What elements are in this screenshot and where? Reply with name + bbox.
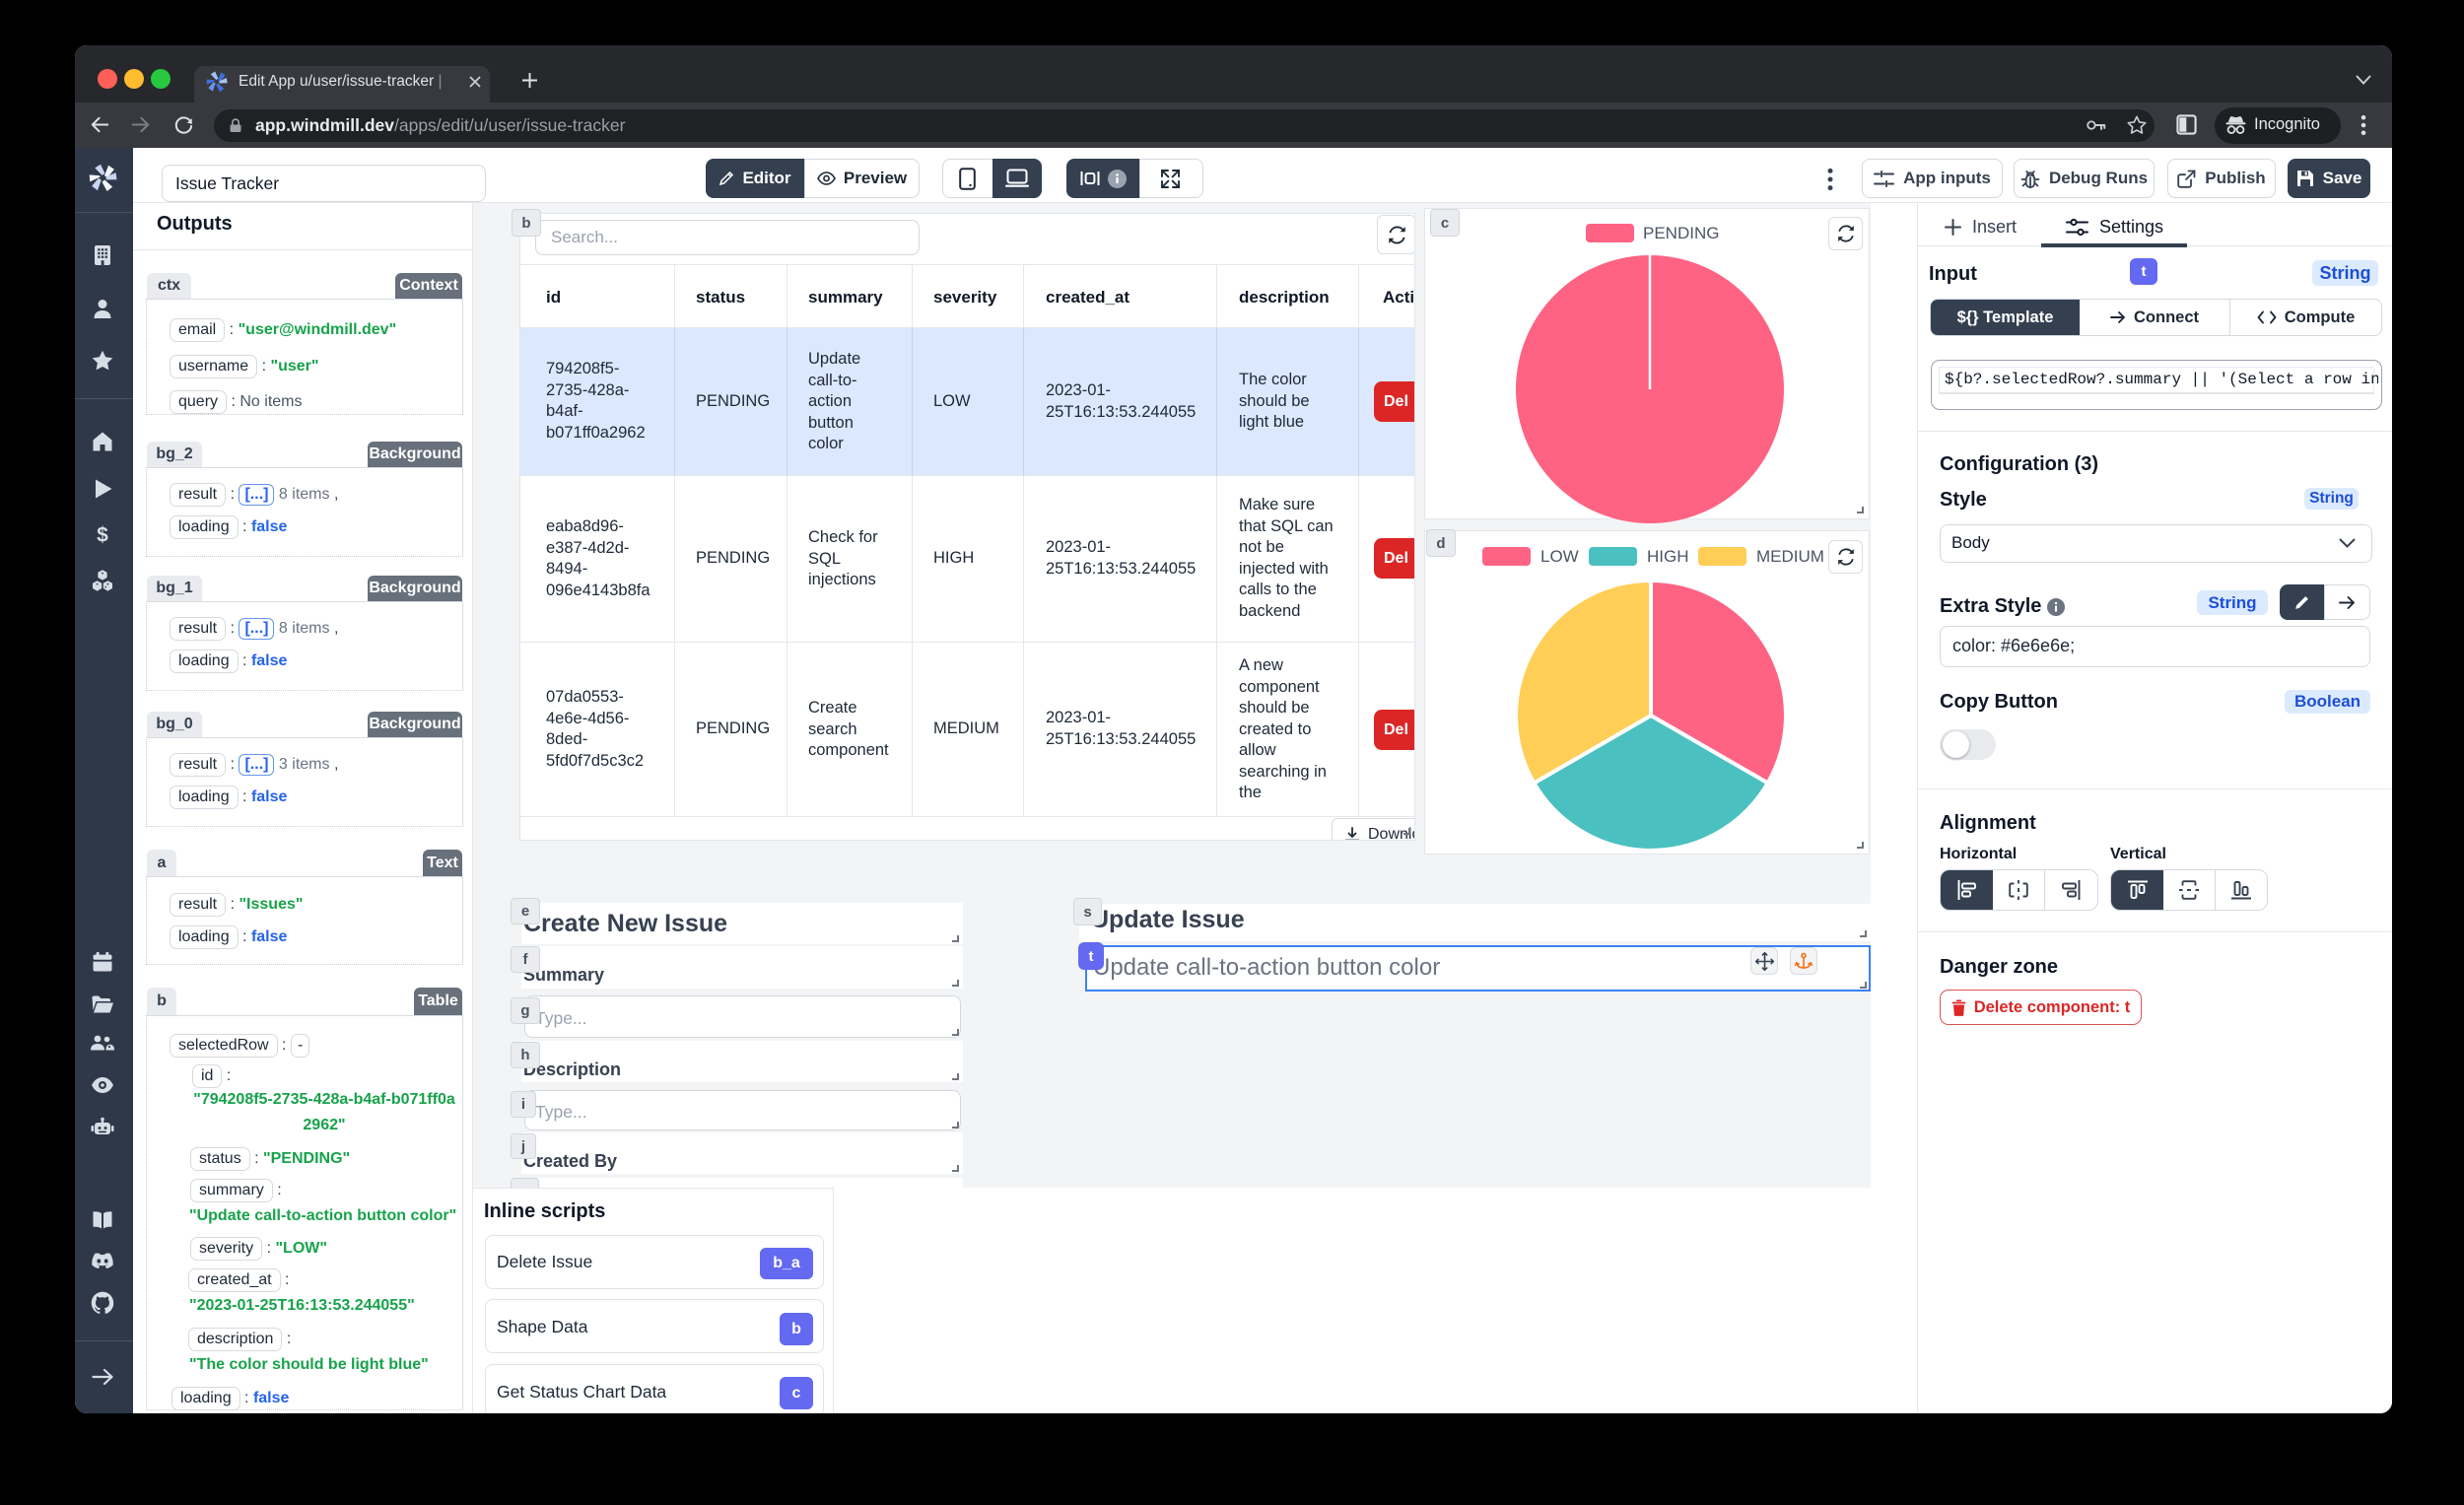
- svg-text:$: $: [97, 524, 108, 547]
